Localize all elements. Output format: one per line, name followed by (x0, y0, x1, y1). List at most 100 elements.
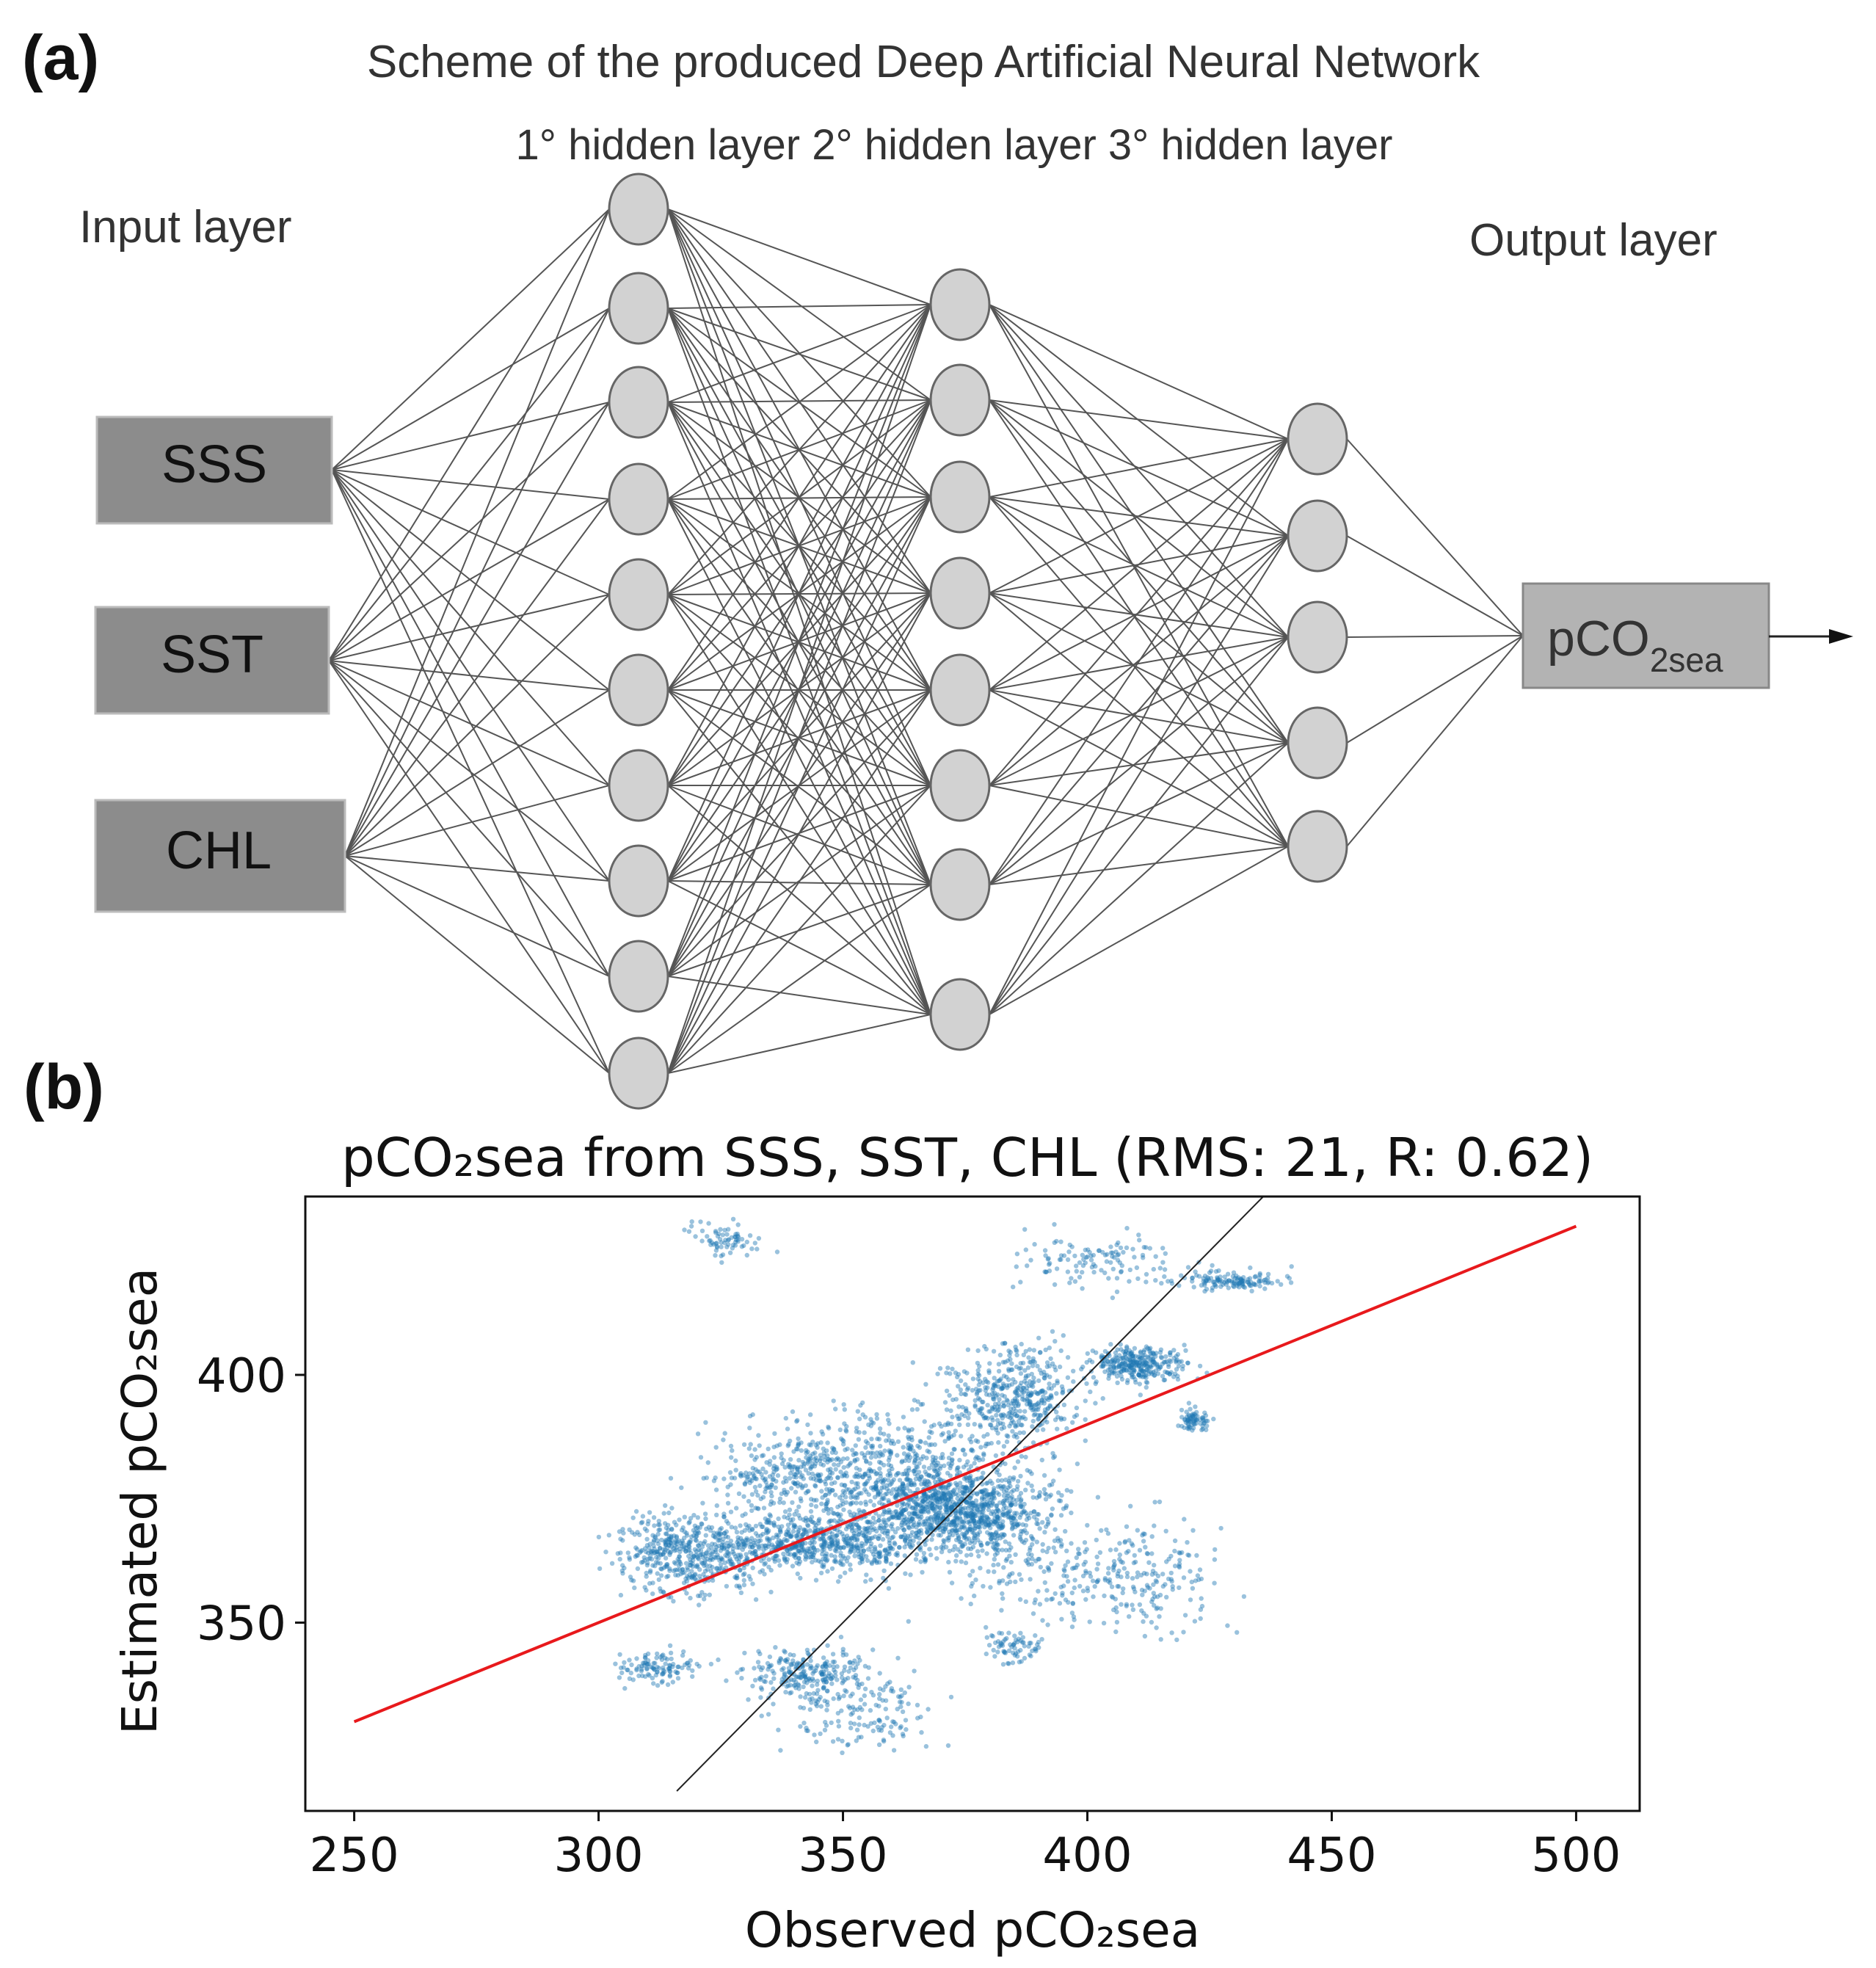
scatter-point (691, 1528, 697, 1533)
scatter-point (978, 1521, 984, 1526)
scatter-point (939, 1544, 944, 1550)
scatter-point (1008, 1508, 1013, 1514)
scatter-point (1035, 1511, 1040, 1517)
scatter-point (885, 1534, 890, 1539)
scatter-point (1074, 1268, 1080, 1274)
scatter-point (995, 1392, 1000, 1398)
scatter-point (713, 1445, 719, 1450)
scatter-point (841, 1464, 846, 1470)
scatter-point (722, 1227, 727, 1233)
scatter-point (989, 1532, 995, 1537)
scatter-point (821, 1462, 826, 1468)
scatter-point (800, 1533, 805, 1538)
scatter-point (801, 1517, 807, 1522)
scatter-point (1114, 1289, 1120, 1295)
scatter-point (1013, 1502, 1018, 1507)
scatter-point (1179, 1423, 1185, 1429)
scatter-point (1014, 1487, 1019, 1492)
scatter-point (1000, 1501, 1006, 1506)
scatter-point (1003, 1511, 1008, 1517)
scatter-point (924, 1530, 930, 1535)
scatter-point (855, 1707, 860, 1713)
scatter-point (1104, 1527, 1109, 1533)
scatter-point (1113, 1365, 1119, 1370)
scatter-point (936, 1533, 942, 1538)
scatter-point (718, 1548, 724, 1553)
scatter-point (807, 1555, 812, 1560)
scatter-point (1047, 1363, 1052, 1369)
scatter-point (752, 1677, 758, 1682)
scatter-point (823, 1540, 828, 1546)
scatter-point (939, 1513, 944, 1519)
scatter-point (788, 1682, 793, 1688)
scatter-point (1001, 1506, 1006, 1511)
scatter-point (992, 1546, 997, 1551)
scatter-point (755, 1542, 761, 1547)
scatter-point (1009, 1526, 1015, 1531)
scatter-point (887, 1508, 892, 1513)
scatter-point (1188, 1416, 1193, 1422)
scatter-point (776, 1516, 781, 1522)
scatter-point (1044, 1492, 1049, 1497)
scatter-point (1193, 1413, 1199, 1418)
scatter-point (810, 1555, 816, 1560)
scatter-point (924, 1525, 930, 1531)
scatter-point (633, 1545, 639, 1550)
scatter-point (606, 1533, 611, 1538)
scatter-point (961, 1490, 966, 1496)
scatter-point (897, 1486, 902, 1492)
scatter-point (957, 1422, 962, 1428)
scatter-point (1192, 1421, 1197, 1427)
network-edge (989, 636, 1289, 885)
scatter-point (944, 1500, 950, 1506)
scatter-point (989, 1536, 994, 1542)
scatter-point (1010, 1522, 1016, 1528)
scatter-point (1196, 1274, 1202, 1279)
scatter-point (924, 1456, 929, 1461)
scatter-point (869, 1437, 874, 1442)
scatter-point (760, 1665, 766, 1670)
scatter-point (937, 1517, 942, 1522)
scatter-point (906, 1701, 911, 1707)
scatter-point (876, 1742, 882, 1747)
scatter-point (815, 1528, 821, 1533)
scatter-point (1076, 1547, 1081, 1552)
scatter-point (1121, 1586, 1126, 1591)
scatter-point (1011, 1477, 1016, 1482)
scatter-point (1036, 1335, 1041, 1341)
scatter-point (969, 1447, 975, 1453)
scatter-point (976, 1519, 981, 1525)
scatter-point (1060, 1390, 1066, 1395)
scatter-point (1018, 1370, 1024, 1376)
scatter-point (934, 1511, 939, 1517)
scatter-point (915, 1443, 920, 1449)
scatter-point (1015, 1484, 1020, 1489)
scatter-point (1058, 1498, 1064, 1503)
scatter-point (625, 1550, 630, 1555)
scatter-point (1006, 1485, 1011, 1490)
scatter-point (989, 1492, 995, 1497)
network-edge (667, 689, 931, 1015)
scatter-point (729, 1475, 735, 1481)
scatter-point (794, 1544, 800, 1549)
scatter-point (872, 1544, 878, 1550)
scatter-point (703, 1533, 708, 1538)
scatter-point (809, 1502, 814, 1508)
scatter-point (926, 1504, 931, 1509)
scatter-point (627, 1657, 632, 1663)
scatter-point (742, 1528, 748, 1533)
scatter-point (1072, 1577, 1077, 1583)
scatter-point (984, 1488, 989, 1493)
scatter-point (1019, 1453, 1025, 1459)
scatter-point (985, 1431, 990, 1437)
hidden-node-l1-5 (608, 558, 669, 631)
scatter-point (738, 1473, 744, 1479)
scatter-point (958, 1517, 963, 1522)
scatter-point (835, 1664, 840, 1669)
scatter-point (960, 1489, 965, 1495)
scatter-point (919, 1481, 924, 1486)
scatter-point (890, 1513, 895, 1518)
scatter-point (710, 1557, 715, 1562)
scatter-point (944, 1509, 949, 1514)
scatter-point (1014, 1364, 1019, 1370)
